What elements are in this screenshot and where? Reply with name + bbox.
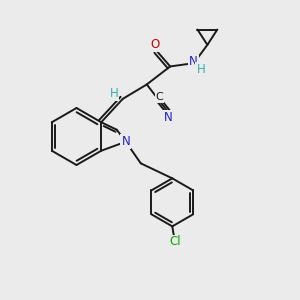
Text: H: H (110, 87, 118, 100)
Text: C: C (156, 92, 164, 102)
Text: Cl: Cl (169, 236, 181, 248)
Text: O: O (151, 38, 160, 51)
Text: H: H (196, 63, 205, 76)
Text: N: N (164, 111, 173, 124)
Text: N: N (189, 56, 198, 68)
Text: N: N (122, 135, 130, 148)
